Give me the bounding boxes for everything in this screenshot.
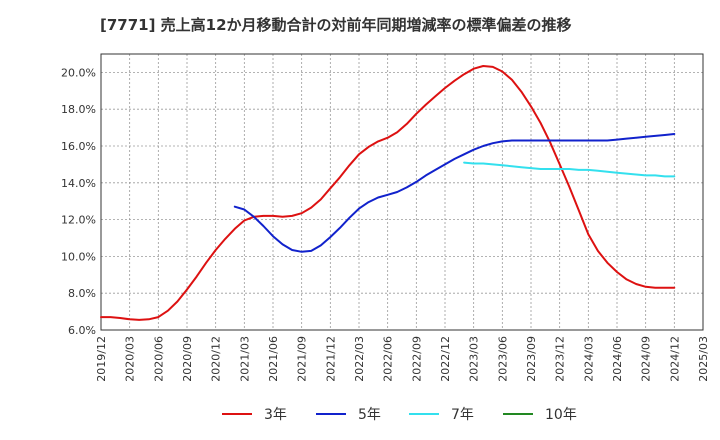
x-tick-label: 2023/09	[525, 336, 538, 382]
x-tick-label: 2020/06	[152, 336, 165, 382]
x-tick-label: 2019/12	[95, 336, 108, 382]
x-tick-label: 2024/03	[582, 336, 595, 382]
legend-label-2: 5年	[358, 407, 381, 423]
x-tick-label: 2022/12	[439, 336, 452, 382]
y-tick-label: 16.0%	[61, 140, 96, 153]
series-line-3	[463, 161, 676, 178]
y-tick-label: 6.0%	[68, 324, 96, 337]
x-tick-label: 2023/06	[496, 336, 509, 382]
x-tick-label: 2022/09	[410, 336, 423, 382]
x-tick-label: 2020/03	[124, 336, 137, 382]
x-tick-label: 2021/03	[238, 336, 251, 382]
x-tick-label: 2022/06	[382, 336, 395, 382]
legend-label-1: 3年	[264, 407, 287, 423]
plot-frame	[100, 53, 704, 331]
y-tick-label: 8.0%	[68, 287, 96, 300]
x-tick-label: 2023/03	[468, 336, 481, 382]
y-tick-label: 20.0%	[61, 66, 96, 79]
y-tick-label: 14.0%	[61, 177, 96, 190]
x-tick-label: 2020/09	[181, 336, 194, 382]
legend-label-3: 7年	[451, 407, 474, 423]
x-tick-label: 2024/09	[640, 336, 653, 382]
x-tick-label: 2021/06	[267, 336, 280, 382]
x-tick-label: 2020/12	[210, 336, 223, 382]
chart-title: [7771] 売上高12か月移動合計の対前年同期増減率の標準偏差の推移	[100, 16, 572, 34]
x-tick-label: 2021/12	[324, 336, 337, 382]
x-tick-label: 2021/09	[296, 336, 309, 382]
x-tick-label: 2025/03	[697, 336, 710, 382]
series-line-1	[100, 65, 676, 321]
x-tick-label: 2024/06	[611, 336, 624, 382]
series-line-2	[233, 133, 676, 253]
x-tick-label: 2024/12	[668, 336, 681, 382]
legend-label-4: 10年	[545, 407, 577, 423]
plot-area	[101, 54, 703, 330]
x-tick-label: 2023/12	[554, 336, 567, 382]
y-tick-label: 10.0%	[61, 250, 96, 263]
y-tick-label: 12.0%	[61, 214, 96, 227]
y-tick-label: 18.0%	[61, 103, 96, 116]
x-tick-label: 2022/03	[353, 336, 366, 382]
